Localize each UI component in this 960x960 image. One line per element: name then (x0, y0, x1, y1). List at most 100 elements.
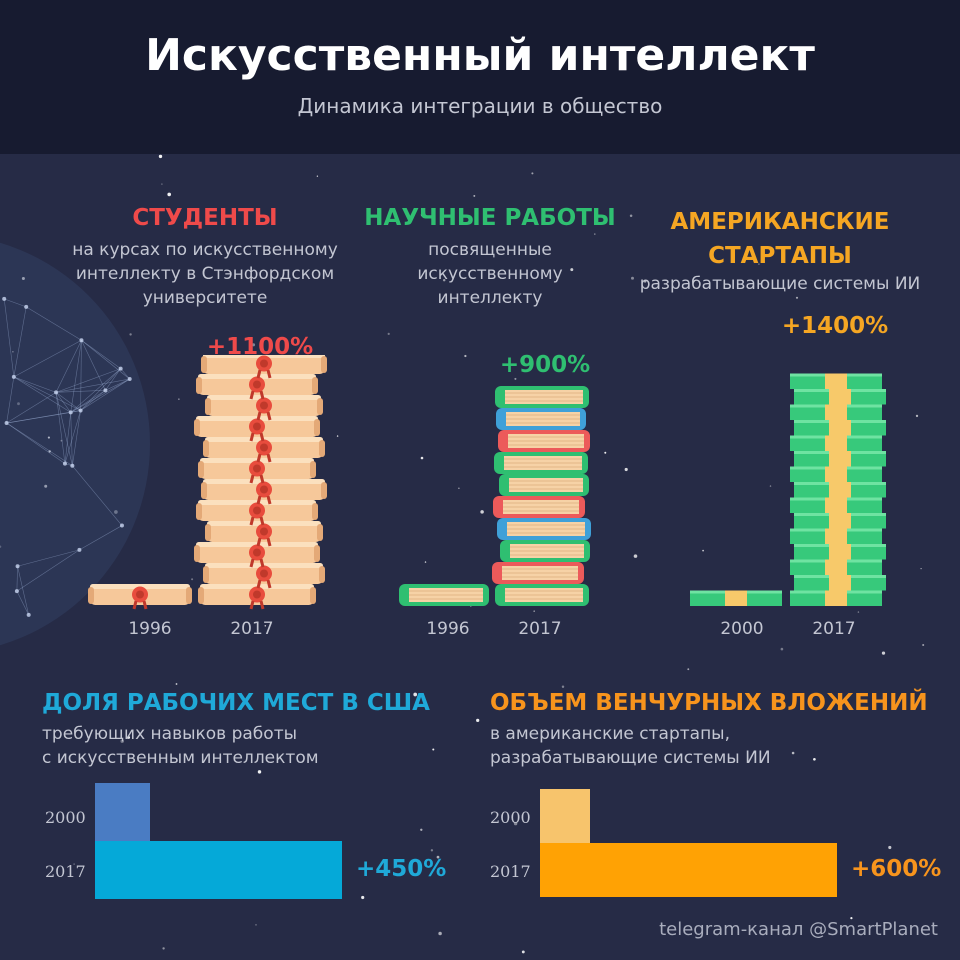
network-link (55, 392, 71, 413)
network-link (105, 368, 121, 391)
network-link (55, 340, 82, 393)
star (643, 279, 647, 283)
star (476, 718, 480, 723)
papers-book-stack-chart (399, 386, 591, 606)
star (631, 276, 634, 280)
star (12, 350, 14, 353)
money-stack-icon (794, 482, 886, 498)
network-link (70, 340, 82, 413)
network-node (77, 547, 82, 552)
star (531, 172, 534, 175)
book-icon (493, 496, 585, 518)
network-link (16, 566, 18, 592)
star (21, 276, 25, 281)
startups-money-stack-chart (690, 373, 886, 606)
star (0, 545, 2, 548)
star (514, 377, 517, 380)
network-link (79, 525, 123, 551)
network-link (26, 306, 82, 341)
network-link (55, 392, 66, 464)
papers-growth-label: +900% (499, 352, 591, 378)
star (597, 222, 601, 225)
star (464, 354, 467, 358)
money-stack-icon (790, 528, 882, 544)
network-link (6, 376, 15, 424)
star (769, 485, 772, 487)
network-link (16, 590, 29, 616)
book-icon (495, 584, 589, 606)
network-node (119, 523, 124, 528)
money-stack-icon (794, 575, 886, 591)
money-stack-icon (790, 373, 882, 389)
globe-sphere (0, 242, 150, 646)
star (758, 263, 760, 265)
network-node (127, 377, 132, 382)
star (114, 510, 118, 514)
network-link (6, 412, 71, 424)
star (795, 296, 799, 299)
star (175, 683, 178, 685)
network-node (103, 388, 108, 393)
star (915, 414, 919, 418)
network-link (80, 368, 121, 411)
star (420, 456, 424, 460)
bar-category-label: 2017 (490, 862, 531, 881)
network-link (55, 392, 73, 466)
star (361, 895, 365, 900)
star (161, 183, 163, 185)
network-node (62, 461, 67, 466)
network-node (11, 374, 16, 379)
venture-desc-line: разрабатывающие системы ИИ (490, 748, 771, 768)
star (458, 487, 460, 489)
network-link (80, 378, 130, 411)
star (44, 484, 48, 488)
star (162, 947, 165, 950)
venture-bar-2017 (540, 843, 837, 897)
network-node (2, 296, 7, 301)
network-node (14, 589, 19, 594)
year-label: 2000 (720, 619, 764, 639)
network-link (16, 549, 80, 592)
network-link (72, 410, 81, 466)
star (633, 554, 638, 558)
money-stack-icon (794, 451, 886, 467)
star (480, 510, 484, 514)
diploma-scroll-icon (201, 479, 327, 505)
star (561, 685, 565, 688)
year-label: 1996 (426, 619, 470, 639)
venture-title: ОБЪЕМ ВЕНЧУРНЫХ ВЛОЖЕНИЙ (490, 690, 928, 716)
papers-desc-line: интеллекту (437, 288, 543, 308)
star (60, 439, 63, 442)
star (420, 212, 425, 217)
diploma-scroll-icon (196, 374, 318, 400)
network-link (70, 378, 130, 413)
students-desc-line: университете (142, 288, 268, 308)
bar-category-label: 2017 (45, 862, 86, 881)
year-label: 1996 (128, 619, 172, 639)
footer-credit: telegram-канал @SmartPlanet (659, 919, 938, 940)
star (473, 194, 476, 197)
jobs-bar-2000 (95, 783, 150, 841)
papers-desc-line: искусственному (417, 264, 563, 284)
network-link (81, 340, 121, 369)
star (813, 757, 816, 761)
star (158, 154, 163, 159)
money-stack-icon (790, 559, 882, 575)
year-label: 2017 (518, 619, 562, 639)
startups-title-line: СТАРТАПЫ (708, 243, 852, 269)
diploma-scroll-icon (205, 521, 323, 547)
star (850, 917, 853, 920)
network-link (64, 412, 72, 464)
diploma-scroll-icon (205, 395, 323, 421)
money-stack-icon (794, 420, 886, 436)
star (264, 625, 267, 627)
year-label: 2017 (812, 619, 856, 639)
network-link (105, 378, 130, 391)
money-stack-icon (690, 590, 782, 606)
star (129, 333, 132, 336)
star (513, 821, 518, 826)
star (257, 770, 262, 774)
network-node (68, 410, 73, 415)
book-icon (497, 518, 591, 540)
network-link (55, 378, 130, 393)
